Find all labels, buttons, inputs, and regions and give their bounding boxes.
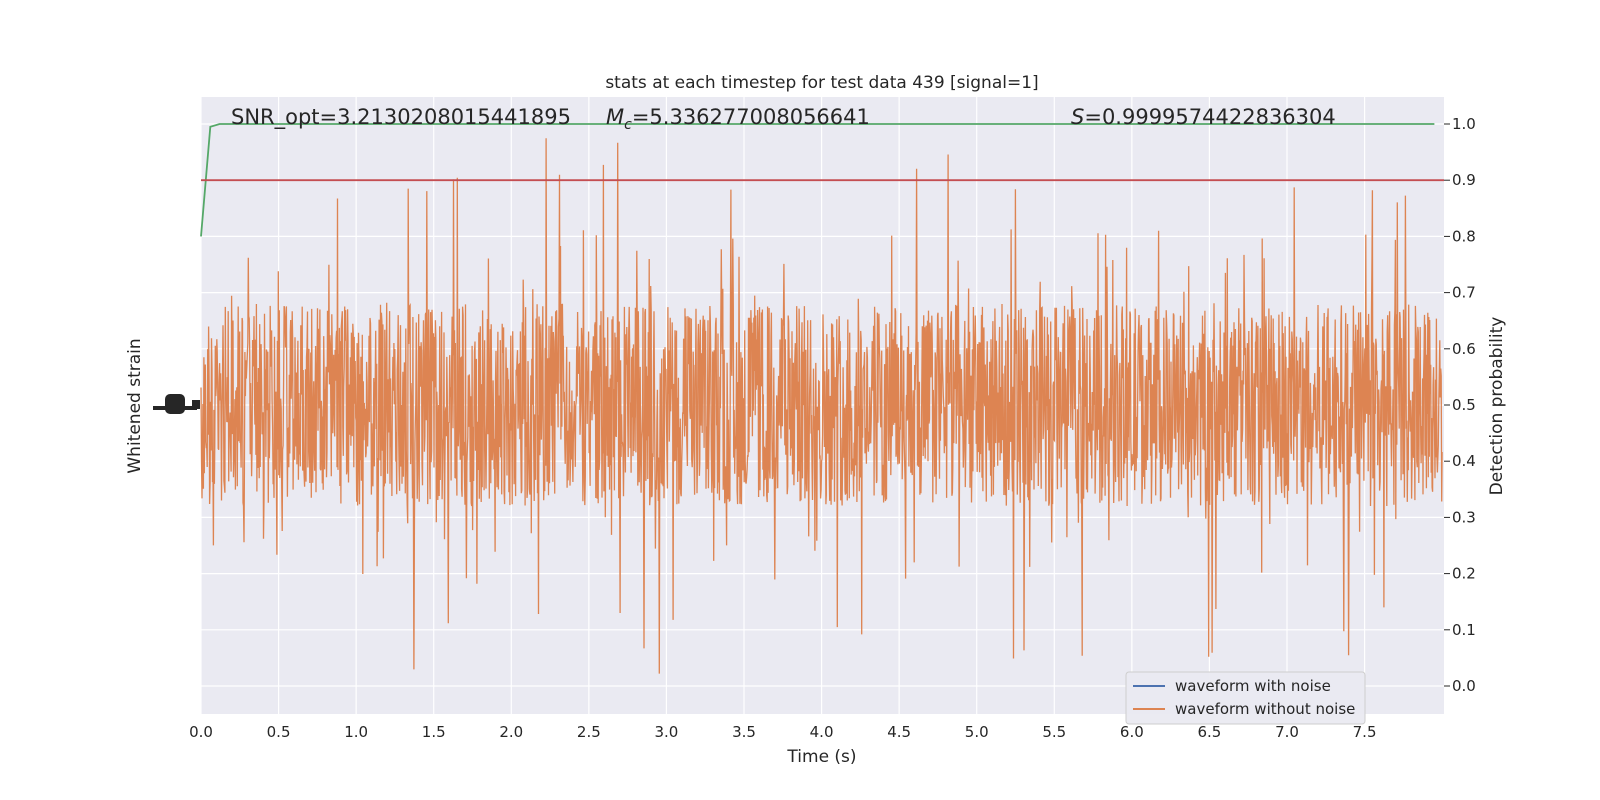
legend-label-without-noise: waveform without noise bbox=[1175, 700, 1355, 718]
legend: waveform with noise waveform without noi… bbox=[1125, 671, 1366, 725]
x-tick-label-3: 1.5 bbox=[422, 723, 446, 741]
x-axis-ticks: 0.0 0.5 1.0 1.5 2.0 2.5 3.0 3.5 4.0 4.5 5.0 5.5 6.0 6… bbox=[189, 723, 1376, 741]
y-tick-label-6: 0.6 bbox=[1452, 340, 1476, 358]
x-tick-label-7: 3.5 bbox=[732, 723, 756, 741]
x-tick-label-11: 5.5 bbox=[1042, 723, 1066, 741]
x-tick-label-15: 7.5 bbox=[1353, 723, 1377, 741]
y-tick-label-1: 0.1 bbox=[1452, 621, 1476, 639]
y-tick-label-2: 0.2 bbox=[1452, 565, 1476, 583]
x-axis-label: Time (s) bbox=[786, 747, 856, 767]
y-axis-ticks-right: 0.0 0.1 0.2 0.3 0.4 0.5 0.6 0.7 0.8 0.9 1.0 bbox=[1444, 115, 1476, 695]
x-tick-label-5: 2.5 bbox=[577, 723, 601, 741]
x-tick-label-1: 0.5 bbox=[267, 723, 291, 741]
s-value: =0.9999574422836304 bbox=[1084, 105, 1335, 129]
left-axis-marks bbox=[153, 394, 200, 414]
left-tick-mark-2 bbox=[192, 400, 200, 409]
x-tick-label-6: 3.0 bbox=[654, 723, 678, 741]
annotation-chirp-mass: Mc=5.336277008056641 bbox=[606, 105, 870, 133]
x-tick-label-12: 6.0 bbox=[1120, 723, 1144, 741]
legend-label-with-noise: waveform with noise bbox=[1175, 677, 1331, 695]
mc-symbol: M bbox=[606, 105, 624, 129]
left-tick-mark-1 bbox=[165, 394, 185, 414]
mc-value: =5.336277008056641 bbox=[632, 105, 870, 129]
series-line-detection-probability bbox=[200, 123, 1435, 237]
y-tick-label-7: 0.7 bbox=[1452, 284, 1476, 302]
x-tick-label-4: 2.0 bbox=[499, 723, 523, 741]
mc-subscript: c bbox=[624, 117, 632, 133]
series-waveform-without-noise bbox=[200, 138, 1443, 674]
s-symbol: S bbox=[1071, 105, 1084, 129]
y-tick-label-4: 0.4 bbox=[1452, 452, 1476, 470]
x-tick-label-0: 0.0 bbox=[189, 723, 213, 741]
chart-title: stats at each timestep for test data 439… bbox=[605, 73, 1038, 93]
x-tick-label-10: 5.0 bbox=[965, 723, 989, 741]
x-tick-label-8: 4.0 bbox=[810, 723, 834, 741]
series-detection-probability bbox=[200, 123, 1435, 237]
y-tick-label-9: 0.9 bbox=[1452, 171, 1476, 189]
x-tick-label-2: 1.0 bbox=[344, 723, 368, 741]
y-axis-label-left: Whitened strain bbox=[125, 338, 145, 473]
annotation-s: S=0.9999574422836304 bbox=[1071, 105, 1336, 129]
y-tick-label-8: 0.8 bbox=[1452, 227, 1476, 245]
y-tick-label-0: 0.0 bbox=[1452, 677, 1476, 695]
x-tick-label-14: 7.0 bbox=[1275, 723, 1299, 741]
x-tick-label-13: 6.5 bbox=[1197, 723, 1221, 741]
y-tick-label-10: 1.0 bbox=[1452, 115, 1476, 133]
x-tick-label-9: 4.5 bbox=[887, 723, 911, 741]
y-tick-label-5: 0.5 bbox=[1452, 396, 1476, 414]
series-line-waveform-without-noise bbox=[200, 138, 1443, 674]
y-axis-label-right: Detection probability bbox=[1487, 317, 1507, 496]
annotation-snr: SNR_opt=3.2130208015441895 bbox=[231, 105, 571, 130]
y-tick-label-3: 0.3 bbox=[1452, 508, 1476, 526]
legend-box bbox=[1125, 671, 1366, 725]
